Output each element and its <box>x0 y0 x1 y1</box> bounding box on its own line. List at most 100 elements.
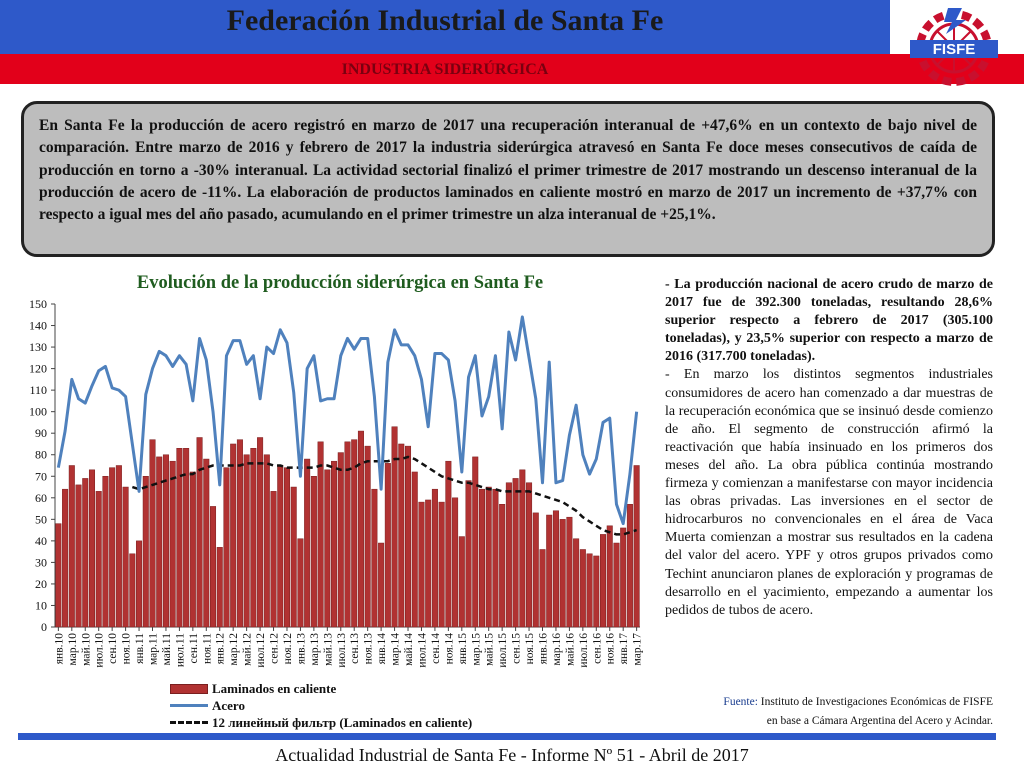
x-tick-label: май.15 <box>484 633 496 666</box>
x-tick-label: июл.15 <box>497 633 509 668</box>
bar-laminados <box>156 456 163 628</box>
x-tick-label: ноя.12 <box>282 633 294 665</box>
bar-laminados <box>297 538 304 628</box>
bar-laminados <box>371 488 378 628</box>
x-tick-label: мар.12 <box>228 633 240 666</box>
x-tick-label: сен.16 <box>591 633 603 664</box>
x-tick-label: сен.13 <box>349 633 361 664</box>
bar-laminados <box>364 445 371 628</box>
bar-laminados <box>257 437 264 628</box>
x-tick-label: янв.16 <box>538 633 550 664</box>
bar-laminados <box>499 504 506 628</box>
x-tick-label: янв.14 <box>376 633 388 664</box>
y-tick-label: 20 <box>35 577 47 591</box>
x-tick-label: июл.11 <box>174 633 186 667</box>
fisfe-logo: FISFE <box>910 8 998 86</box>
bar-laminados <box>250 448 257 628</box>
x-tick-label: сен.14 <box>430 633 442 664</box>
x-tick-label: мар.14 <box>390 633 402 666</box>
x-tick-label: июл.16 <box>578 633 590 668</box>
y-tick-label: 100 <box>29 405 47 419</box>
bar-laminados <box>277 465 284 628</box>
y-tick-label: 140 <box>29 319 47 333</box>
x-tick-label: ноя.10 <box>121 633 133 665</box>
x-tick-label: мар.13 <box>309 633 321 666</box>
bar-laminados <box>189 471 196 628</box>
line-acero <box>56 315 639 526</box>
x-tick-label: июл.14 <box>416 633 428 668</box>
header-red-band <box>0 54 1024 84</box>
x-tick-label: июл.12 <box>255 633 267 668</box>
bar-laminados <box>62 488 69 628</box>
x-tick-label: сен.12 <box>269 633 281 664</box>
logo-plate <box>910 40 998 58</box>
bar-laminados <box>216 547 223 628</box>
bar-laminados <box>203 458 210 628</box>
x-tick-label: янв.11 <box>134 633 146 664</box>
bar-laminados <box>579 549 586 628</box>
y-tick-label: 150 <box>29 297 47 311</box>
bar-laminados <box>236 439 243 628</box>
legend-label-laminados: Laminados en caliente <box>212 680 337 696</box>
bar-laminados <box>431 488 438 628</box>
y-tick-label: 130 <box>29 340 47 354</box>
bar-laminados <box>606 525 613 628</box>
x-tick-label: ноя.15 <box>524 633 536 665</box>
bar-laminados <box>492 488 499 628</box>
production-chart: 0 10 20 30 40 50 60 70 80 90 100 110 120 130 140 150 янв… <box>29 297 644 668</box>
bar-laminados <box>391 426 398 628</box>
bar-laminados <box>290 486 297 628</box>
bar-laminados <box>210 506 217 628</box>
bar-laminados <box>115 465 122 628</box>
x-tick-label: мар.16 <box>551 633 563 666</box>
source-note: Fuente: Instituto de Investigaciones Eco… <box>665 693 993 731</box>
x-tick-label: ноя.11 <box>201 633 213 664</box>
bar-laminados <box>465 480 472 628</box>
bar-laminados <box>532 512 539 628</box>
bar-laminados <box>620 527 627 628</box>
bar-laminados <box>626 504 633 628</box>
bar-laminados <box>304 458 311 628</box>
bar-laminados <box>519 469 526 628</box>
x-tick-label: янв.10 <box>53 633 65 664</box>
page-subtitle: INDUSTRIA SIDERÚRGICA <box>341 61 549 78</box>
x-tick-label: ноя.14 <box>443 633 455 665</box>
bar-laminados <box>552 510 559 628</box>
y-tick-label: 120 <box>29 362 47 376</box>
bar-laminados <box>109 467 116 628</box>
x-tick-label: май.13 <box>322 633 334 666</box>
bar-laminados <box>425 499 432 628</box>
bar-laminados <box>75 484 82 628</box>
bar-laminados <box>539 549 546 628</box>
y-tick-label: 50 <box>35 512 47 526</box>
y-tick-label: 110 <box>29 383 47 397</box>
bar-laminados <box>357 430 364 628</box>
bar-laminados <box>149 439 156 628</box>
legend-swatch-acero <box>170 704 208 707</box>
bar-laminados <box>223 467 230 628</box>
x-tick-label: май.11 <box>161 633 173 666</box>
line-trend-filter <box>131 455 638 536</box>
bar-laminados <box>566 516 573 628</box>
bar-laminados <box>68 465 75 628</box>
bar-laminados <box>102 476 109 628</box>
bar-laminados <box>122 486 129 628</box>
bar-laminados <box>485 486 492 628</box>
bar-laminados <box>243 454 250 628</box>
footer-text: Actualidad Industrial de Santa Fe - Info… <box>275 745 749 765</box>
legend-item-trend: 12 линейный фильтр (Laminados en calient… <box>170 714 650 731</box>
bar-laminados <box>600 534 607 628</box>
legend-item-laminados: Laminados en caliente <box>170 680 650 697</box>
bar-laminados <box>559 519 566 628</box>
x-tick-label: мар.10 <box>67 633 79 666</box>
x-tick-label: ноя.13 <box>363 633 375 665</box>
bar-laminados <box>270 491 277 628</box>
x-tick-label: июл.13 <box>336 633 348 668</box>
bar-laminados <box>88 469 95 628</box>
bar-laminados <box>136 540 143 628</box>
bar-laminados <box>546 514 553 628</box>
bar-laminados <box>230 443 237 628</box>
x-tick-label: янв.12 <box>215 633 227 664</box>
y-tick-label: 70 <box>35 469 47 483</box>
bar-laminados <box>263 454 270 628</box>
